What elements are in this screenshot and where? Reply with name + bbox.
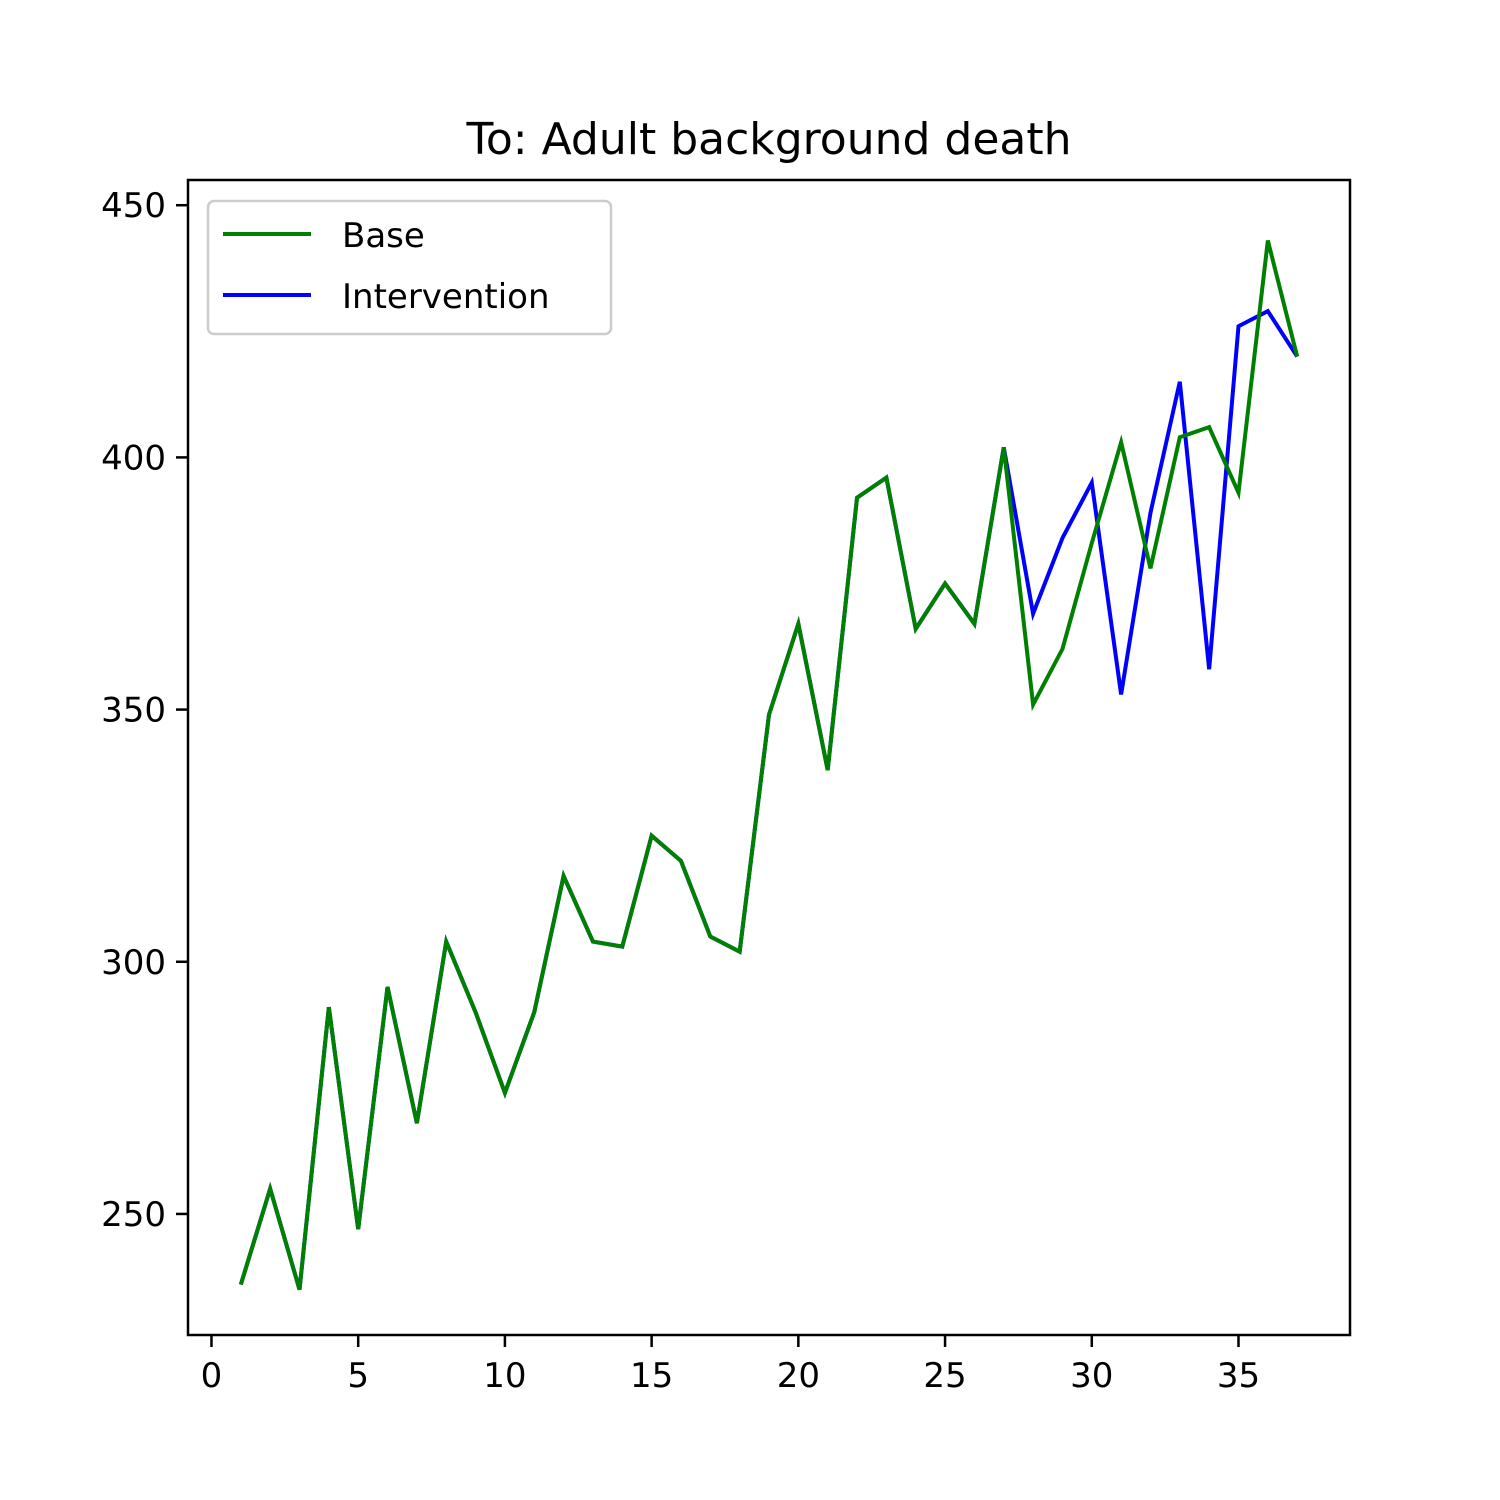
x-tick-label: 30 bbox=[1070, 1356, 1113, 1396]
x-tick-label: 35 bbox=[1217, 1356, 1260, 1396]
x-tick-label: 5 bbox=[347, 1356, 369, 1396]
y-axis: 250 300 350 400 450 bbox=[101, 186, 188, 1235]
y-tick-label: 250 bbox=[101, 1195, 166, 1235]
x-tick-label: 15 bbox=[630, 1356, 673, 1396]
series-line-base bbox=[238, 240, 1300, 1291]
plot-area-frame bbox=[186, 178, 1352, 1337]
legend: Base Intervention bbox=[206, 199, 613, 336]
y-tick-label: 300 bbox=[101, 943, 166, 983]
x-tick-label: 20 bbox=[777, 1356, 820, 1396]
y-tick-label: 350 bbox=[101, 691, 166, 731]
x-axis: 0 5 10 15 20 25 30 35 bbox=[201, 1335, 1260, 1396]
y-tick-label: 400 bbox=[101, 438, 166, 478]
x-tick-label: 25 bbox=[923, 1356, 966, 1396]
legend-label-base: Base bbox=[342, 216, 425, 256]
legend-label-intervention: Intervention bbox=[342, 277, 550, 317]
x-tick-label: 0 bbox=[201, 1356, 223, 1396]
chart-title: To: Adult background death bbox=[465, 114, 1071, 165]
series-layer bbox=[238, 240, 1300, 1291]
y-tick-label: 450 bbox=[101, 186, 166, 226]
x-tick-label: 10 bbox=[483, 1356, 526, 1396]
series-line-intervention bbox=[238, 308, 1299, 1291]
